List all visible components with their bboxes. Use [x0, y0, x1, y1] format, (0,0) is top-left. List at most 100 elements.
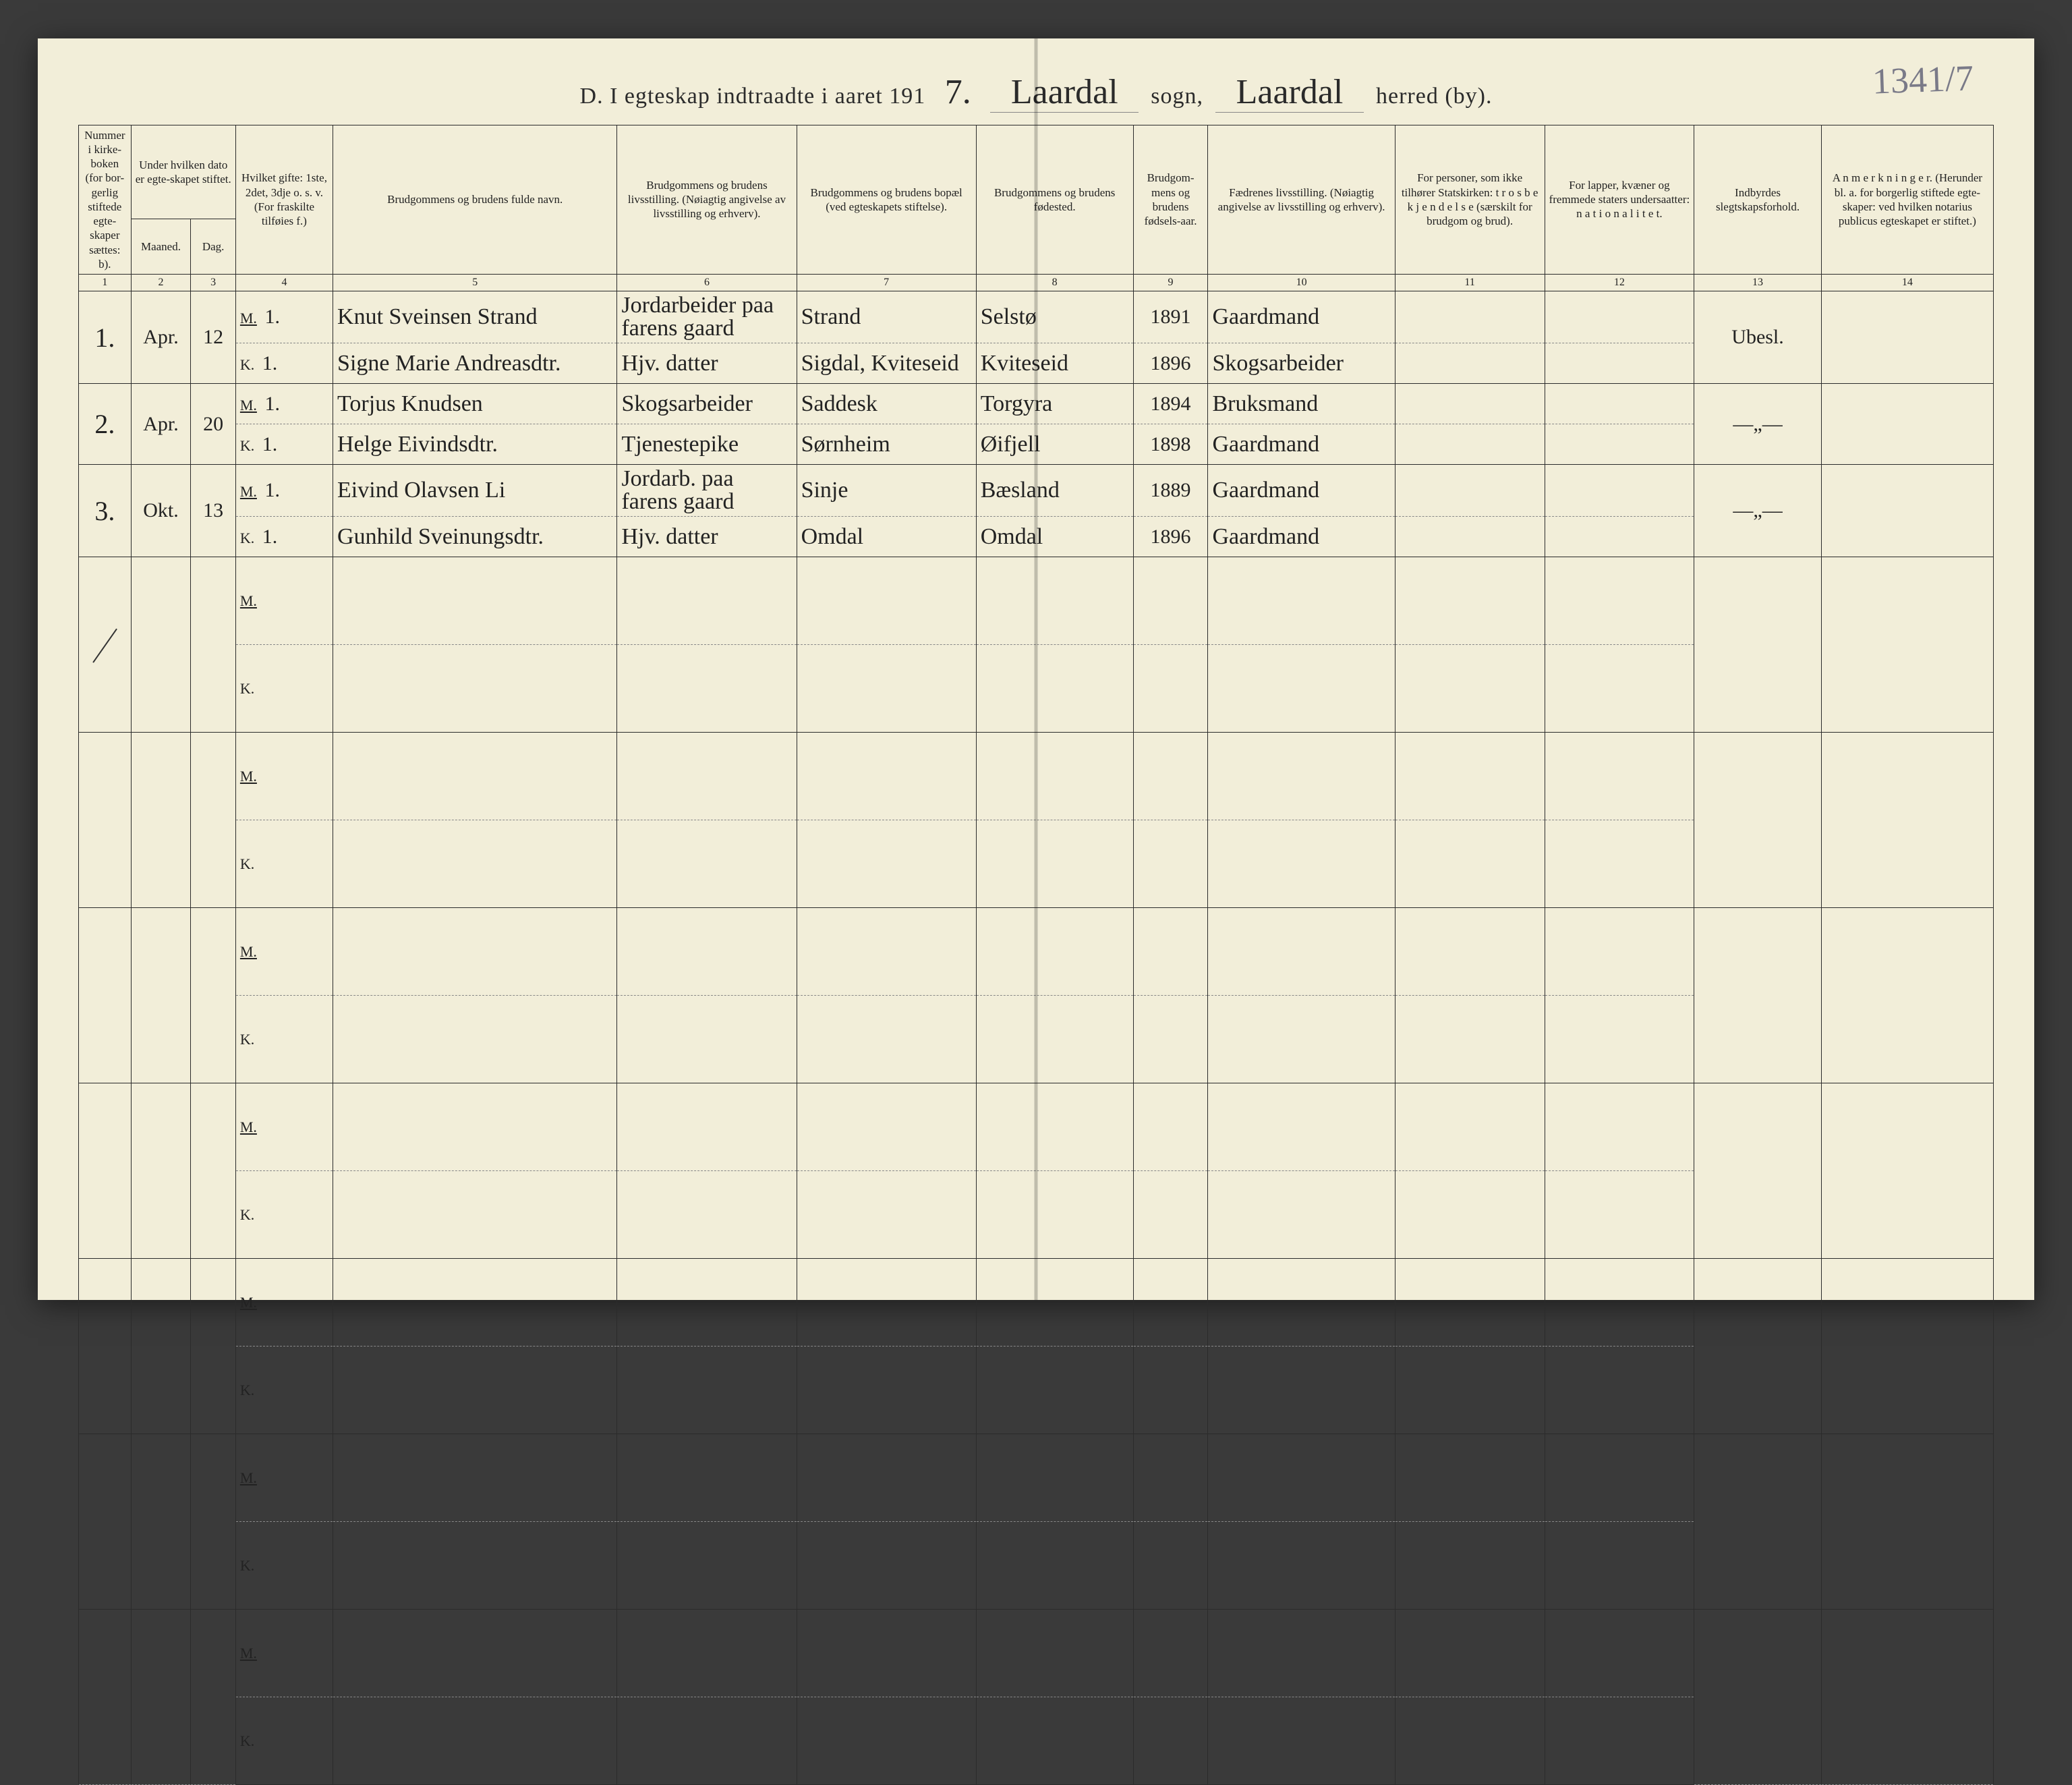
blank-cell: [797, 645, 976, 733]
blank-c14: [1821, 1610, 1993, 1785]
blank-cell: [1395, 1083, 1545, 1171]
bride-birthplace: Omdal: [976, 517, 1133, 557]
mk-k-label: K.: [235, 1697, 333, 1785]
blank-c3: [191, 1434, 236, 1610]
entry-number: 1.: [79, 291, 132, 384]
cell-c11: [1395, 465, 1545, 517]
blank-cell: [617, 1171, 797, 1259]
blank-cell: [1395, 996, 1545, 1083]
col-num-11: 11: [1395, 275, 1545, 291]
blank-row-m: M.: [79, 1083, 1994, 1171]
mk-m-label: M. 1.: [235, 465, 333, 517]
groom-name: Knut Sveinsen Strand: [333, 291, 617, 343]
blank-cell: [1133, 1610, 1208, 1697]
blank-row-m: M.: [79, 1434, 1994, 1522]
blank-cell: [1545, 820, 1694, 908]
mk-k-label: K.: [235, 820, 333, 908]
blank-cell: [797, 733, 976, 820]
mk-m-label: M.: [235, 1259, 333, 1347]
col-header-2: Maaned.: [131, 219, 191, 275]
col-header-12: For lapper, kvæner og fremmede staters u…: [1545, 125, 1694, 275]
title-year-suffix: 7.: [938, 72, 978, 112]
blank-cell: [1208, 1434, 1395, 1522]
blank-cell: [1208, 1171, 1395, 1259]
entry-number: 3.: [79, 465, 132, 557]
blank-c2: [131, 1610, 191, 1785]
blank-cell: [976, 1171, 1133, 1259]
relationship: —„—: [1694, 384, 1822, 465]
register-table: Nummer i kirke-boken (for bor-gerlig sti…: [78, 125, 1994, 1785]
col-num-14: 14: [1821, 275, 1993, 291]
blank-c2: [131, 1259, 191, 1434]
blank-cell: [976, 1434, 1133, 1522]
blank-cell: [1208, 1522, 1395, 1610]
blank-cell: [1133, 1259, 1208, 1347]
bride-birthyear: 1898: [1133, 424, 1208, 465]
blank-cell: [976, 820, 1133, 908]
blank-c13: [1694, 1259, 1822, 1434]
blank-cell: [1545, 908, 1694, 996]
col-header-13: Indbyrdes slegtskapsforhold.: [1694, 125, 1822, 275]
bride-occupation: Tjenestepike: [617, 424, 797, 465]
col-header-14: A n m e r k n i n g e r. (Herunder bl. a…: [1821, 125, 1993, 275]
blank-c14: [1821, 733, 1993, 908]
blank-cell: [1545, 1434, 1694, 1522]
blank-cell: [1545, 1171, 1694, 1259]
blank-cell: [1208, 733, 1395, 820]
groom-birthplace: Selstø: [976, 291, 1133, 343]
blank-c13: [1694, 1083, 1822, 1259]
col-header-1: Nummer i kirke-boken (for bor-gerlig sti…: [79, 125, 132, 275]
col-num-8: 8: [976, 275, 1133, 291]
blank-cell: [1395, 1697, 1545, 1785]
blank-cell: [797, 820, 976, 908]
bride-name: Signe Marie Andreasdtr.: [333, 343, 617, 384]
title-sogn-value: Laardal: [990, 72, 1139, 113]
groom-name: Torjus Knudsen: [333, 384, 617, 424]
entry-month: Apr.: [131, 291, 191, 384]
blank-c3: [191, 733, 236, 908]
blank-cell: [976, 1083, 1133, 1171]
col-num-12: 12: [1545, 275, 1694, 291]
mk-k-label: K.: [235, 645, 333, 733]
col-num-2: 2: [131, 275, 191, 291]
mk-m-label: M.: [235, 733, 333, 820]
col-num-7: 7: [797, 275, 976, 291]
blank-cell: [797, 1083, 976, 1171]
blank-cell: [617, 1610, 797, 1697]
blank-c3: [191, 1259, 236, 1434]
cell-c11: [1395, 424, 1545, 465]
groom-father-occupation: Gaardmand: [1208, 291, 1395, 343]
relationship: Ubesl.: [1694, 291, 1822, 384]
groom-name: Eivind Olavsen Li: [333, 465, 617, 517]
mk-m-label: M.: [235, 908, 333, 996]
blank-cell: [1208, 908, 1395, 996]
blank-c3: [191, 1610, 236, 1785]
groom-birthyear: 1894: [1133, 384, 1208, 424]
blank-cell: [617, 820, 797, 908]
groom-birthplace: Bæsland: [976, 465, 1133, 517]
blank-cell: [333, 820, 617, 908]
entry-day: 12: [191, 291, 236, 384]
col-header-2-3-top: Under hvilken dato er egte-skapet stifte…: [131, 125, 235, 219]
blank-cell: [333, 1083, 617, 1171]
blank-c14: [1821, 908, 1993, 1083]
cell-c11: [1395, 517, 1545, 557]
blank-c3: [191, 1083, 236, 1259]
mk-m-label: M.: [235, 557, 333, 645]
blank-cell: [797, 1522, 976, 1610]
col-num-10: 10: [1208, 275, 1395, 291]
blank-cell: [617, 1083, 797, 1171]
blank-c2: [131, 1434, 191, 1610]
blank-cell: [1395, 1259, 1545, 1347]
groom-residence: Sinje: [797, 465, 976, 517]
blank-cell: [1395, 733, 1545, 820]
blank-cell: [1395, 1522, 1545, 1610]
blank-cell: [1208, 1610, 1395, 1697]
remarks: [1821, 384, 1993, 465]
blank-cell: [1545, 1259, 1694, 1347]
blank-cell: [333, 1610, 617, 1697]
blank-cell: [1133, 908, 1208, 996]
blank-cell: [333, 1697, 617, 1785]
cell-c12: [1545, 424, 1694, 465]
blank-cell: [1545, 1610, 1694, 1697]
